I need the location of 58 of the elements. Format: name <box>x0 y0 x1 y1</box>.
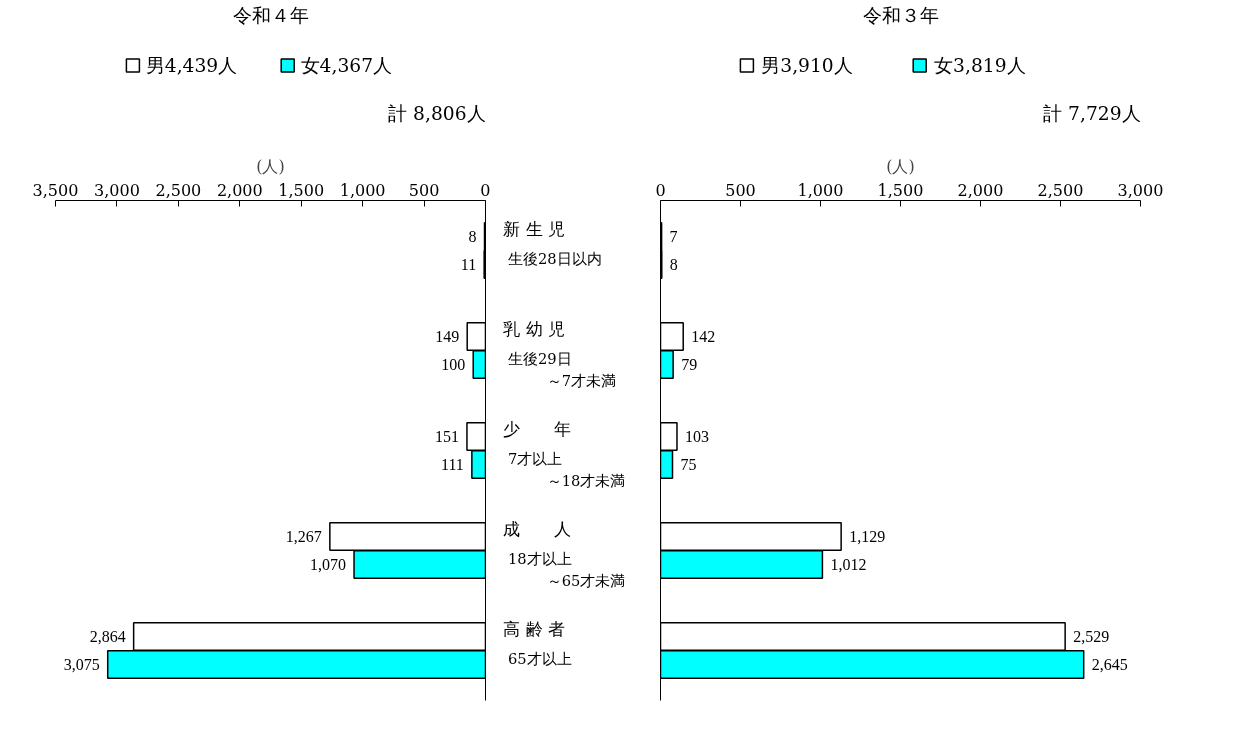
y-tick-label: 成 人 <box>503 518 572 539</box>
text: ～65才未満 <box>546 572 626 589</box>
data-label: 111 <box>441 456 464 473</box>
x-axis-title: (人) <box>886 156 915 176</box>
data-label: 3,075 <box>63 656 100 673</box>
x-tick-label: 1,500 <box>278 180 325 200</box>
x-axis-title: (人) <box>256 156 285 176</box>
chart-title: 令和３年 <box>862 4 939 26</box>
text: 65才以上 <box>507 650 572 667</box>
data-label: 2,529 <box>1073 628 1110 645</box>
x-tick-label: 0 <box>480 180 491 200</box>
x-tick-label: 3,000 <box>1117 180 1164 200</box>
data-label: 103 <box>684 428 709 445</box>
data-label: 8 <box>468 228 477 245</box>
data-label: 1,070 <box>310 556 347 573</box>
text: 18才以上 <box>507 550 572 567</box>
y-tick-label: 高 齢 者 <box>503 618 566 639</box>
x-tick-label: 3,000 <box>94 180 140 200</box>
data-label: 142 <box>691 328 716 345</box>
x-tick-label: 1,500 <box>877 180 924 200</box>
data-label: 75 <box>680 456 697 473</box>
data-label: 2,864 <box>89 628 126 645</box>
data-label: 79 <box>681 356 698 373</box>
text: ～18才未満 <box>546 472 626 489</box>
x-tick-label: 0 <box>655 180 666 200</box>
text: 計 7,729人 <box>1043 103 1141 124</box>
x-tick-label: 2,000 <box>216 180 263 200</box>
data-label: 11 <box>460 256 477 273</box>
x-tick-label: 3,500 <box>32 180 79 200</box>
x-tick-label: 2,000 <box>957 180 1004 200</box>
data-label: 1,129 <box>849 528 886 545</box>
y-tick-label: 乳 幼 児 <box>503 318 566 339</box>
text: 計 8,806人 <box>388 103 486 124</box>
data-label: 100 <box>441 356 466 373</box>
data-label: 149 <box>435 328 460 345</box>
data-label: 151 <box>434 428 459 445</box>
legend-label: 男3,910人 <box>761 55 853 76</box>
text: ～7才未満 <box>546 372 616 389</box>
x-tick-label: 500 <box>408 180 440 200</box>
x-tick-label: 1,000 <box>339 180 386 200</box>
data-label: 8 <box>669 256 678 273</box>
legend-label: 女4,367人 <box>300 55 393 76</box>
data-label: 1,012 <box>830 556 867 573</box>
x-tick-label: 2,500 <box>155 180 202 200</box>
y-tick-label: 少 年 <box>503 418 572 439</box>
data-label: 2,645 <box>1091 656 1128 673</box>
x-tick-label: 2,500 <box>1037 180 1084 200</box>
legend-label: 男4,439人 <box>145 55 238 76</box>
text: 7才以上 <box>507 450 563 467</box>
x-tick-label: 1,000 <box>797 180 844 200</box>
text: 生後28日以内 <box>507 250 602 267</box>
y-tick-label: 新 生 児 <box>503 218 566 239</box>
legend-label: 女3,819人 <box>934 55 1026 76</box>
data-label: 7 <box>669 228 678 245</box>
chart-title: 令和４年 <box>232 4 309 26</box>
text: 生後29日 <box>507 350 572 367</box>
x-tick-label: 500 <box>725 180 756 200</box>
data-label: 1,267 <box>285 528 322 545</box>
